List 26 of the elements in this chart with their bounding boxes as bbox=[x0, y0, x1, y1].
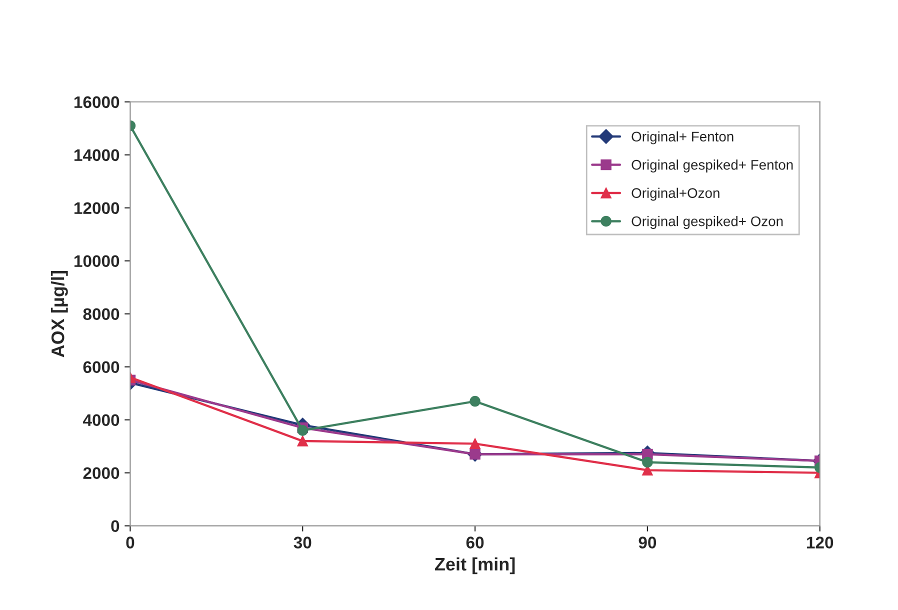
point bbox=[470, 448, 480, 460]
y-tick-label: 4000 bbox=[82, 414, 120, 426]
y-tick-label: 12000 bbox=[74, 202, 120, 214]
legend-label: Original+ Fenton bbox=[632, 131, 734, 144]
y-tick-label: 6000 bbox=[83, 361, 120, 374]
y-tick-label: 10000 bbox=[74, 255, 120, 268]
point bbox=[470, 396, 480, 407]
x-tick-label: 90 bbox=[638, 536, 656, 548]
legend-label: Original gespiked+ Ozon bbox=[632, 216, 783, 229]
y-tick-label: 16000 bbox=[74, 96, 120, 108]
x-tick-label: 120 bbox=[807, 536, 834, 548]
legend-label: Original gespiked+ Fenton bbox=[632, 160, 793, 172]
x-axis-title: Zeit [min] bbox=[434, 557, 515, 574]
legend-label: Original+Ozon bbox=[632, 188, 720, 201]
point bbox=[297, 436, 308, 446]
point bbox=[470, 438, 480, 450]
point bbox=[297, 425, 308, 436]
x-tick-label: 60 bbox=[466, 536, 484, 548]
y-tick-label: 8000 bbox=[83, 308, 120, 320]
x-tick-label: 30 bbox=[294, 536, 312, 548]
y-axis-title: AOX [µg/l] bbox=[50, 271, 68, 358]
y-tick-label: 2000 bbox=[83, 467, 120, 480]
y-tick-label: 0 bbox=[111, 520, 120, 532]
x-tick-label: 0 bbox=[126, 536, 134, 548]
y-tick-label: 14000 bbox=[74, 149, 120, 162]
point bbox=[642, 456, 653, 468]
